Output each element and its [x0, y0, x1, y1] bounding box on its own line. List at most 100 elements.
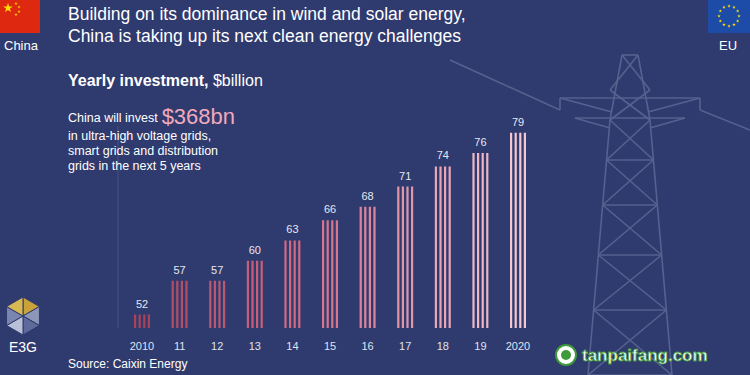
pylon: [450, 55, 750, 375]
title-line: China is taking up its next clean energy…: [68, 26, 461, 46]
data-label: 66: [324, 203, 336, 215]
x-tick-label: 2020: [506, 340, 530, 352]
flag-star: [717, 14, 720, 17]
flag-label: EU: [719, 38, 737, 53]
pylon-line: [603, 160, 654, 205]
pylon-line: [607, 120, 650, 160]
subtitle-bold: Yearly investment,: [68, 72, 209, 89]
pylon-line: [622, 55, 650, 90]
annotation-line: in ultra-high voltage grids,: [68, 129, 211, 143]
flag-star: [727, 24, 730, 27]
flag-star: [736, 9, 739, 12]
data-label: 68: [361, 190, 373, 202]
pylon-line: [594, 309, 667, 311]
watermark-icon: [556, 345, 576, 365]
flag-field: [708, 0, 750, 33]
pylon-line: [560, 97, 700, 99]
logo-segment: [23, 316, 39, 335]
flag-label: China: [4, 38, 39, 53]
flag-star: [736, 19, 739, 22]
bars: [134, 133, 526, 328]
pylon-line: [560, 98, 612, 112]
bar: [247, 261, 263, 328]
flag-star: [727, 4, 730, 7]
flag-star: [737, 14, 740, 17]
bar: [284, 240, 300, 328]
flag-star: [719, 9, 722, 12]
pylon-line: [594, 310, 672, 375]
pylon-line: [650, 118, 685, 128]
pylon-line: [559, 98, 561, 110]
x-tick-label: 11: [174, 340, 185, 352]
background: [0, 0, 750, 375]
x-tick-label: 14: [286, 340, 298, 352]
watermark-text: tanpaifang.com: [582, 346, 708, 365]
data-label: 79: [512, 116, 524, 128]
pylon-line: [610, 55, 638, 90]
bar: [360, 207, 376, 328]
labels: 5220105711571260136314661568167117741876…: [130, 116, 530, 352]
x-tick-label: 12: [211, 340, 223, 352]
subtitle: Yearly investment, $billion: [68, 72, 263, 89]
data-label: 63: [286, 223, 298, 235]
pylon-line: [648, 98, 700, 112]
x-tick-label: 19: [474, 340, 486, 352]
bar: [209, 281, 225, 328]
annotation-lead: China will invest: [68, 111, 158, 125]
pylon-line: [588, 310, 666, 375]
subtitle-rest: $billion: [209, 72, 263, 89]
bar: [435, 166, 451, 328]
title: Building on its dominance in wind and so…: [68, 4, 466, 46]
logo: [7, 297, 40, 335]
pylon-line: [598, 205, 657, 255]
flag-star: [732, 6, 735, 9]
pylon-line: [575, 118, 610, 128]
pylon-line: [594, 255, 662, 310]
flag-field: [0, 0, 40, 33]
pylon-line: [603, 204, 658, 206]
data-label: 74: [437, 149, 449, 161]
pylon-line: [699, 98, 701, 110]
annotation-body: in ultra-high voltage grids,smart grids …: [68, 129, 218, 173]
pylon-line: [610, 90, 650, 120]
annotation-highlight: $368bn: [162, 104, 235, 129]
pylon-line: [603, 205, 662, 255]
eu-flag: [708, 0, 750, 33]
x-tick-label: 16: [361, 340, 373, 352]
flag-star: [17, 5, 20, 8]
pylon-line: [588, 374, 672, 375]
source: Source: Caixin Energy: [68, 357, 187, 371]
data-label: 52: [136, 298, 148, 310]
x-tick-label: 13: [249, 340, 261, 352]
china-flag: [0, 0, 40, 33]
pylon-line: [575, 117, 685, 119]
annotation-line: grids in the next 5 years: [68, 159, 201, 173]
bar: [397, 187, 413, 328]
data-label: 76: [474, 136, 486, 148]
chart-root: China EU Building on its dominance in wind…: [0, 0, 750, 375]
pylon-line: [700, 110, 750, 130]
title-line: Building on its dominance in wind and so…: [68, 4, 466, 24]
y-axis-line: [118, 126, 119, 328]
flag-star: [722, 6, 725, 9]
x-tick-label: 15: [324, 340, 336, 352]
watermark-icon-inner: [561, 350, 571, 360]
data-label: 57: [211, 264, 223, 276]
pylon-line: [607, 159, 654, 161]
pylon-line: [610, 120, 653, 160]
x-tick-label: 17: [399, 340, 411, 352]
bar: [322, 220, 338, 328]
data-label: 57: [173, 264, 185, 276]
flag-star: [3, 3, 13, 12]
pylon-line: [607, 160, 658, 205]
pylon-line: [598, 255, 666, 310]
flag-star: [17, 10, 20, 13]
pylon-line: [598, 254, 661, 256]
flag-star: [719, 19, 722, 22]
flag-star: [722, 23, 725, 26]
x-tick-label: 18: [437, 340, 449, 352]
bar: [510, 133, 526, 328]
pylon-line: [450, 60, 560, 110]
bar: [472, 153, 488, 328]
logo-segment: [7, 297, 23, 316]
